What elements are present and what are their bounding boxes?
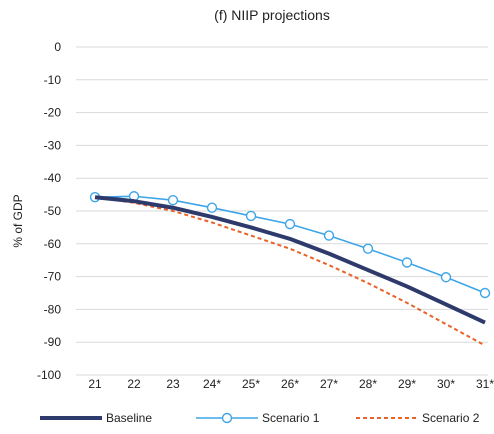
x-tick-label: 31*: [476, 377, 494, 391]
y-tick-label: -40: [44, 171, 62, 185]
x-tick-labels: 21 22 23 24* 25* 26* 27* 28* 29* 30* 31*: [88, 377, 494, 391]
x-tick-label: 26*: [281, 377, 299, 391]
y-tick-label: -30: [44, 138, 62, 152]
legend-label-baseline: Baseline: [106, 411, 152, 425]
scenario-1-marker: [284, 218, 296, 230]
y-tick-label: 0: [54, 40, 61, 54]
chart-title: (f) NIIP projections: [214, 7, 330, 23]
scenario-1-marker: [323, 230, 335, 241]
legend-label-scenario-1: Scenario 1: [262, 411, 320, 425]
y-tick-label: -100: [37, 368, 61, 382]
scenario-1-marker: [167, 194, 179, 206]
x-tick-label: 27*: [320, 377, 338, 391]
x-tick-label: 25*: [242, 377, 260, 391]
x-tick-label: 21: [88, 377, 102, 391]
y-tick-label: -90: [44, 335, 62, 349]
y-tick-labels: 0 -10 -20 -30 -40 -50 -60 -70 -80 -90 -100: [37, 40, 61, 382]
x-tick-label: 22: [127, 377, 141, 391]
legend: Baseline Scenario 1 Scenario 2: [40, 411, 480, 425]
gridlines: [76, 46, 488, 376]
scenario-1-marker: [206, 202, 218, 213]
y-tick-label: -50: [44, 204, 62, 218]
series-line-scenario-2: [94, 196, 486, 347]
x-tick-label: 23: [166, 377, 180, 391]
y-tick-label: -20: [44, 106, 62, 120]
series-line-baseline: [94, 195, 486, 325]
x-tick-label: 24*: [203, 377, 221, 391]
scenario-1-marker: [440, 272, 452, 283]
scenario-1-marker: [362, 243, 374, 254]
y-tick-label: -60: [44, 237, 62, 251]
scenario-1-marker: [479, 287, 491, 299]
y-tick-label: -70: [44, 270, 62, 284]
y-tick-label: -10: [44, 73, 62, 87]
legend-marker-scenario-1: [221, 412, 233, 424]
y-axis-title: % of GDP: [11, 194, 25, 247]
y-tick-label: -80: [44, 302, 62, 316]
legend-label-scenario-2: Scenario 2: [422, 411, 480, 425]
x-tick-label: 30*: [437, 377, 455, 391]
series-lines: [89, 191, 491, 347]
x-tick-label: 28*: [359, 377, 377, 391]
scenario-1-marker: [401, 257, 413, 268]
x-tick-label: 29*: [398, 377, 416, 391]
scenario-1-marker: [245, 210, 257, 222]
